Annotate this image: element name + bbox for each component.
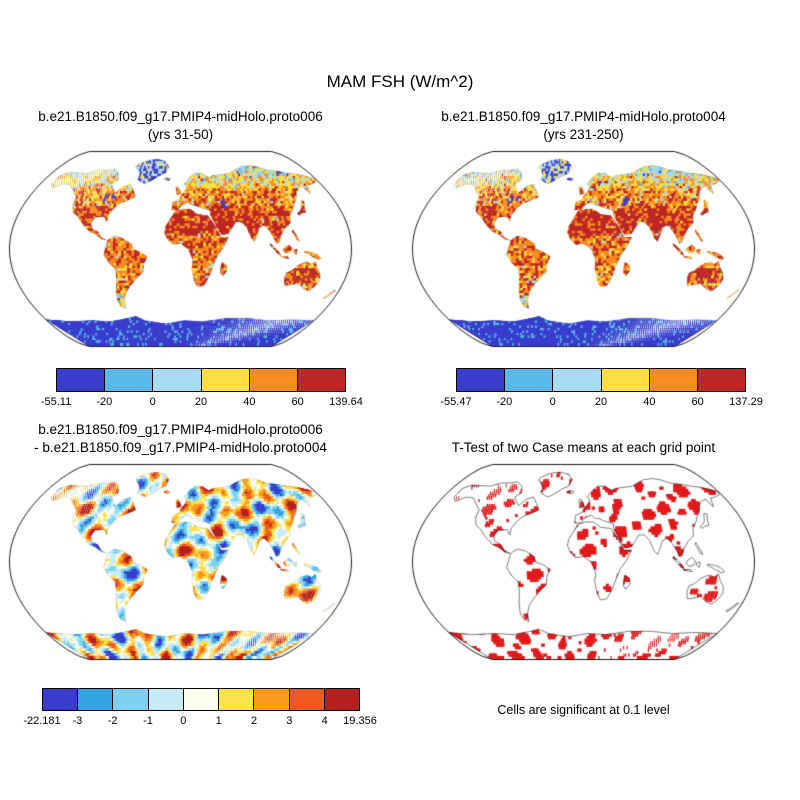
colorbar-tick: -20 [96,396,113,408]
colorbar-tick: -22.181 [23,715,61,727]
colorbar-tick: -55.47 [440,396,472,408]
colorbar-box [324,689,359,710]
colorbar-boxes [42,688,360,711]
colorbar-box [697,369,746,391]
colorbar-box [219,689,255,710]
colorbar-tick: -20 [496,396,513,408]
colorbar-box [113,689,149,710]
colorbar-tick: 137.29 [729,396,763,408]
colorbar-box [254,689,290,710]
colorbar-box [505,369,554,391]
colorbar-tick: 40 [243,396,256,408]
colorbar-boxes [56,368,346,392]
panel-case2-subtitle: (yrs 231-250) [543,127,624,142]
colorbar-box [78,689,114,710]
colorbar-box [601,369,650,391]
colorbar-tick: 2 [250,715,258,727]
colorbar-box [289,689,325,710]
colorbar-tick: 139.64 [329,396,363,408]
panel-case1-title: b.e21.B1850.f09_g17.PMIP4-midHolo.proto0… [38,109,323,124]
panel-case1-subtitle: (yrs 31-50) [147,127,214,142]
map-diff [8,463,353,661]
colorbar-tick: -2 [107,715,118,727]
colorbar-tick: 1 [215,715,222,727]
colorbar-box [297,369,346,391]
colorbar-tick: -3 [72,715,83,727]
colorbar-tick: -55.11 [40,396,72,408]
colorbar-tick: 4 [321,715,328,727]
figure-title: MAM FSH (W/m^2) [326,72,474,91]
map-case1 [8,150,353,348]
map-case2 [411,150,756,348]
colorbar-box [249,369,298,391]
panel-diff-title: b.e21.B1850.f09_g17.PMIP4-midHolo.proto0… [38,422,323,437]
colorbar-tick: 3 [286,715,293,727]
colorbar-tick: 20 [594,396,608,408]
colorbar-tick: 60 [691,396,704,408]
colorbar-tick: 60 [291,396,304,408]
colorbar-boxes [456,368,746,392]
colorbar-tick: 0 [549,396,556,408]
colorbar-tick: 19.356 [343,715,377,727]
panel-case2-title: b.e21.B1850.f09_g17.PMIP4-midHolo.proto0… [441,109,726,124]
ttest-caption: Cells are significant at 0.1 level [497,703,670,717]
colorbar-box [57,369,106,391]
map-ttest [411,463,756,661]
colorbar-tick: -1 [143,715,153,727]
colorbar-box [43,689,79,710]
colorbar-diff: -22.181 -3 -2 -1 0 1 2 3 4 19.356 [23,688,377,727]
colorbar-box [649,369,698,391]
colorbar-box [105,369,154,391]
panel-diff-subtitle: - b.e21.B1850.f09_g17.PMIP4-midHolo.prot… [34,440,327,455]
colorbar-case1: -55.11 -20 0 20 40 60 139.64 [41,368,363,408]
colorbar-tick: 40 [643,396,656,408]
colorbar-box [148,689,184,710]
colorbar-tick: 0 [180,715,187,727]
panel-ttest-title: T-Test of two Case means at each grid po… [451,440,716,455]
colorbar-box [457,369,506,391]
colorbar-case2: -55.47 -20 0 20 40 60 137.29 [440,368,763,408]
colorbar-tick: 20 [194,396,208,408]
colorbar-tick: 0 [149,396,156,408]
colorbar-box [553,369,602,391]
colorbar-box [201,369,250,391]
colorbar-box [153,369,202,391]
colorbar-box [183,689,220,710]
